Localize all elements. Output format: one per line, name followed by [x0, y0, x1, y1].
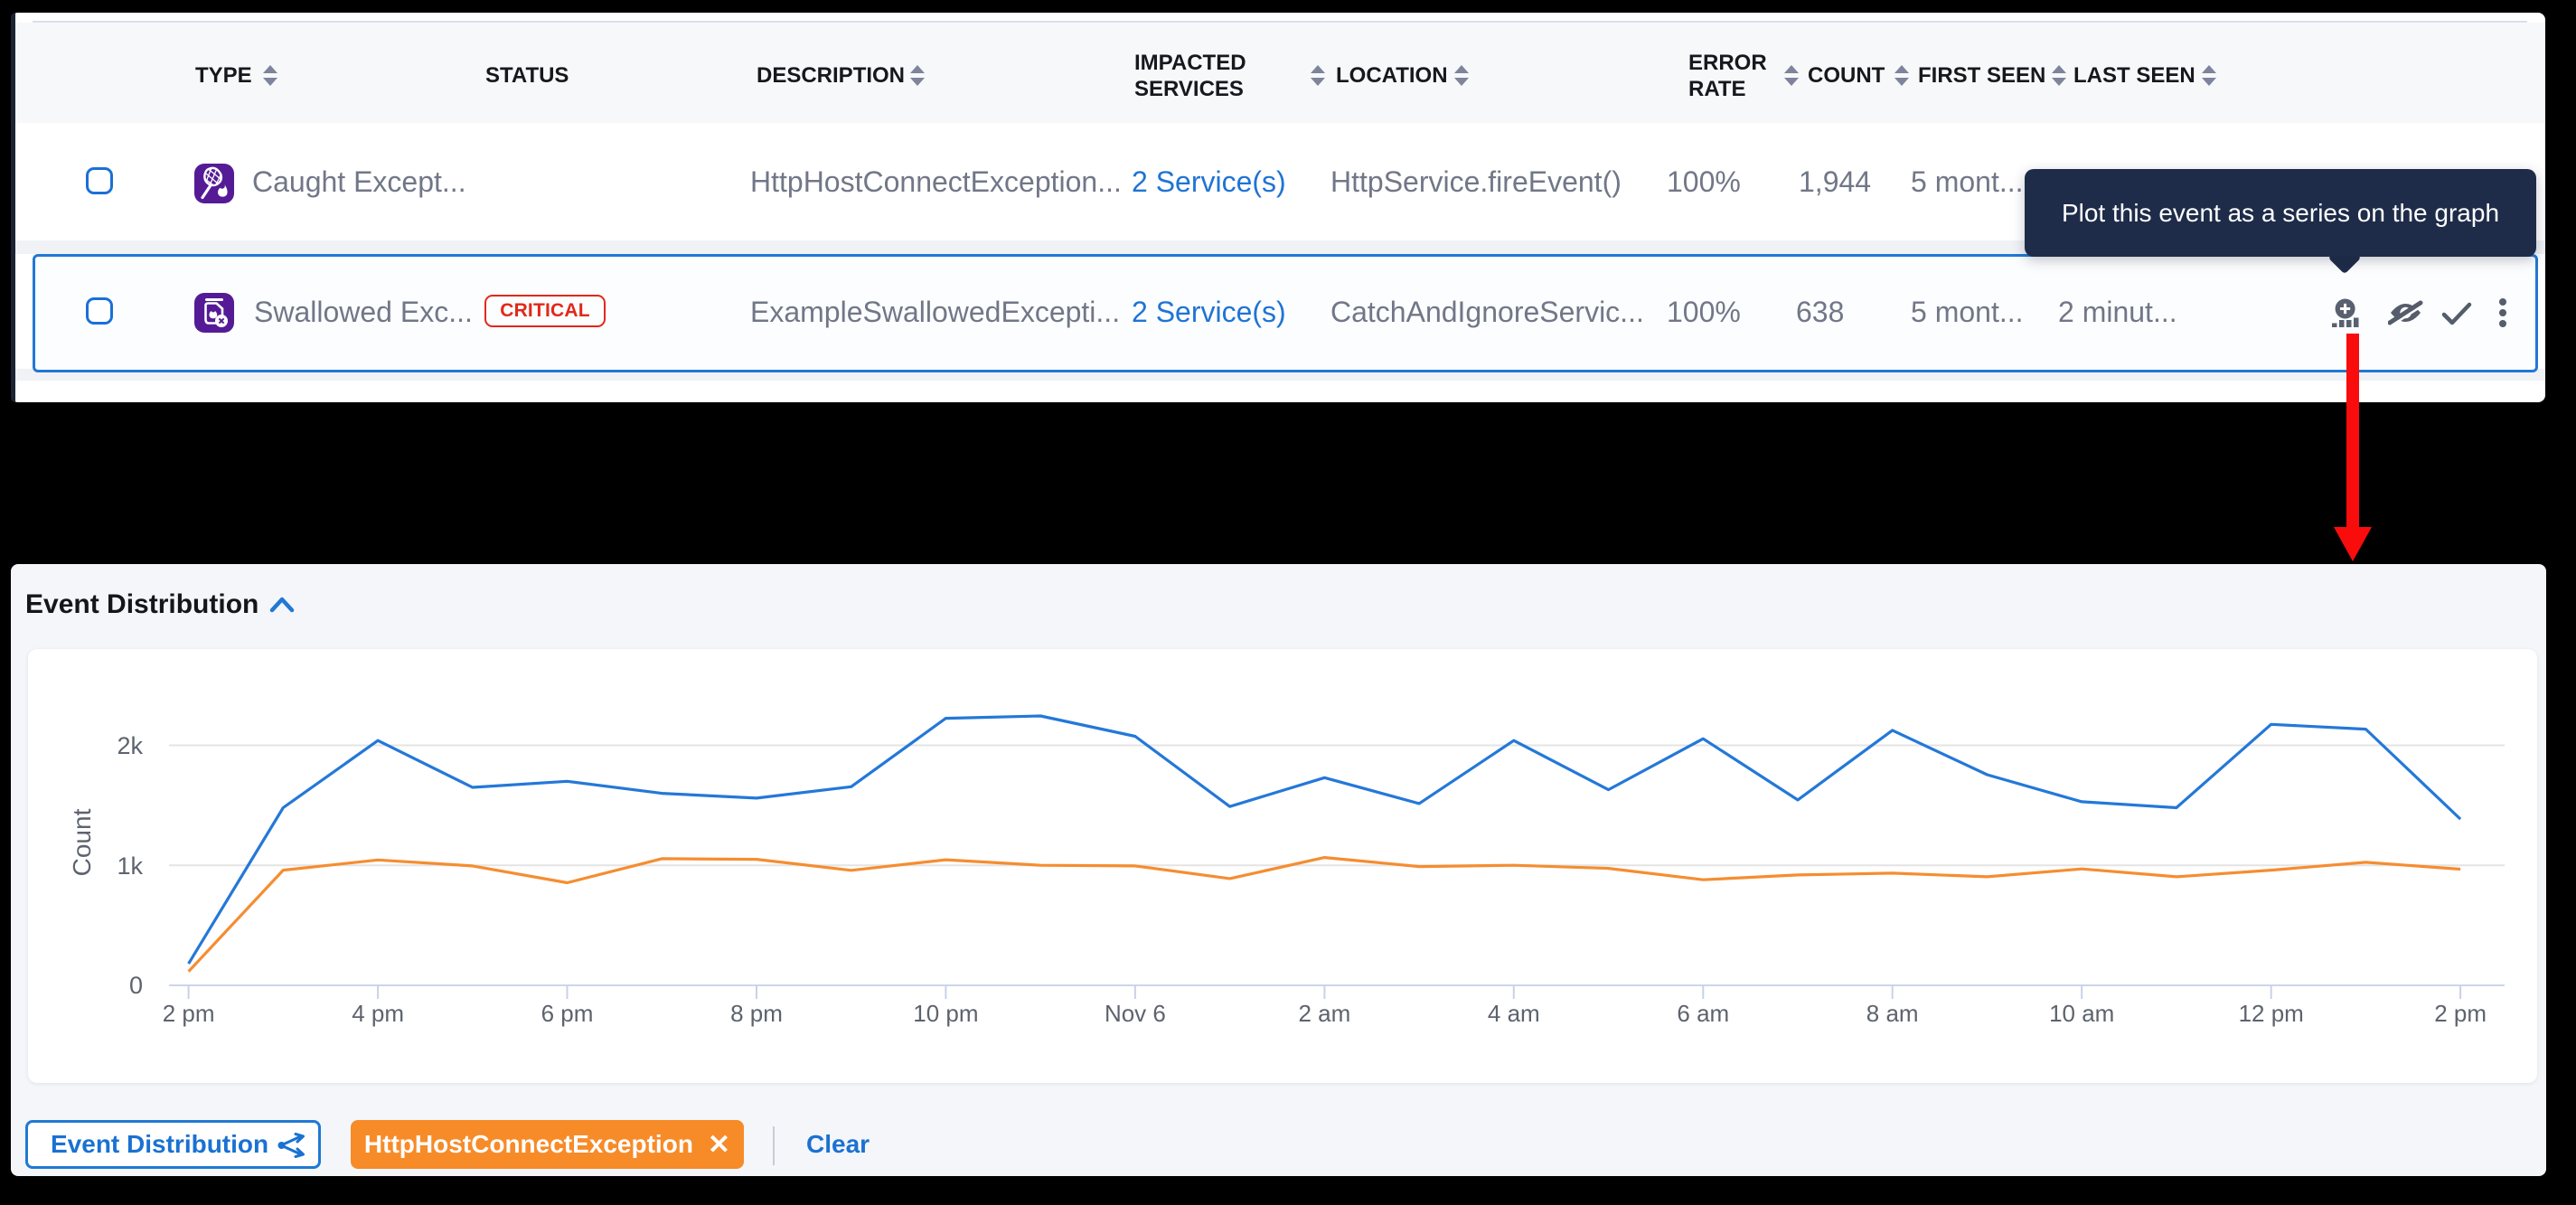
svg-text:Nov 6: Nov 6 — [1105, 1000, 1166, 1027]
svg-text:10 pm: 10 pm — [913, 1000, 978, 1027]
svg-text:4 am: 4 am — [1488, 1000, 1540, 1027]
svg-text:12 pm: 12 pm — [2239, 1000, 2304, 1027]
svg-text:1k: 1k — [117, 852, 143, 880]
svg-text:2 pm: 2 pm — [163, 1000, 215, 1027]
svg-text:8 am: 8 am — [1866, 1000, 1919, 1027]
svg-text:10 am: 10 am — [2049, 1000, 2114, 1027]
svg-text:4 pm: 4 pm — [352, 1000, 404, 1027]
svg-text:Count: Count — [68, 808, 96, 876]
svg-text:8 pm: 8 pm — [730, 1000, 783, 1027]
svg-text:2 pm: 2 pm — [2434, 1000, 2487, 1027]
svg-text:2k: 2k — [117, 732, 143, 759]
svg-text:2 am: 2 am — [1298, 1000, 1350, 1027]
svg-text:6 pm: 6 pm — [541, 1000, 594, 1027]
svg-text:6 am: 6 am — [1677, 1000, 1729, 1027]
svg-text:0: 0 — [129, 972, 143, 999]
